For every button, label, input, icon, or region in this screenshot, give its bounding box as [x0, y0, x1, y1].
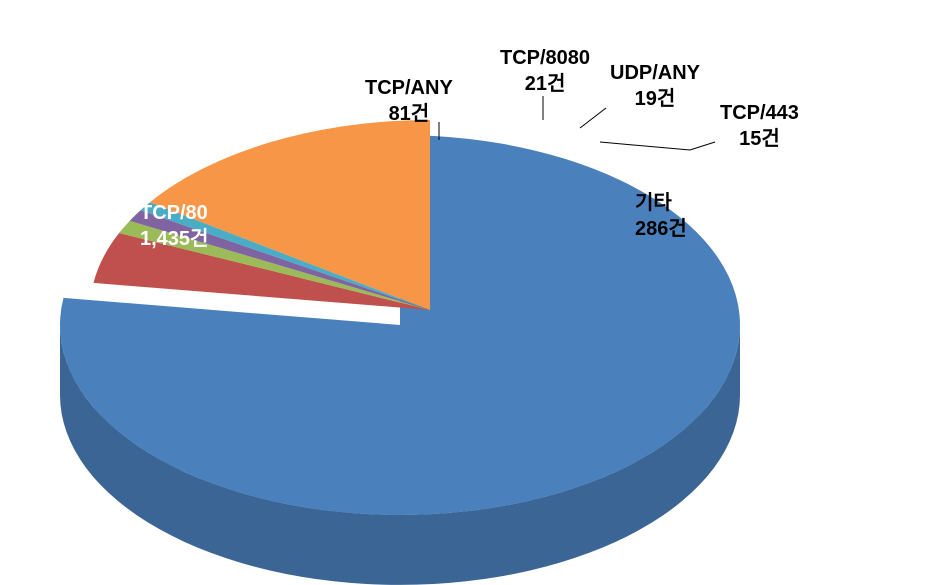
slice-label: TCP/443 15건 — [720, 100, 799, 152]
leader-line — [580, 108, 606, 128]
pie-tops — [60, 120, 740, 515]
slice-label: TCP/8080 21건 — [500, 45, 590, 97]
leader-line — [600, 142, 715, 150]
slice-label: TCP/ANY 81건 — [365, 75, 453, 127]
pie-chart — [0, 0, 932, 585]
slice-label: 기타 286건 — [635, 190, 687, 242]
slice-label: TCP/80 1,435건 — [140, 200, 208, 252]
slice-label: UDP/ANY 19건 — [610, 60, 700, 112]
